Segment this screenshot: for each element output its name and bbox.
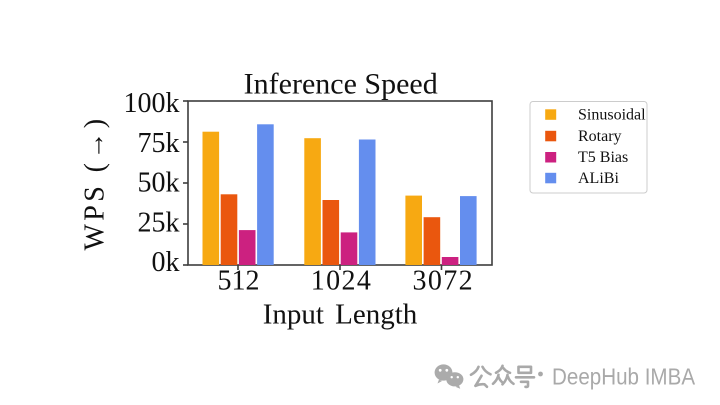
svg-text:75k: 75k bbox=[138, 128, 180, 159]
svg-text:50k: 50k bbox=[138, 168, 180, 199]
svg-text:1024: 1024 bbox=[311, 266, 373, 297]
svg-text:Sinusoidal: Sinusoidal bbox=[578, 107, 646, 124]
svg-text:3072: 3072 bbox=[412, 266, 474, 297]
svg-text:25k: 25k bbox=[138, 207, 180, 238]
svg-text:Rotary: Rotary bbox=[578, 128, 622, 145]
svg-text:ALiBi: ALiBi bbox=[578, 170, 619, 187]
svg-text:0k: 0k bbox=[152, 247, 180, 278]
svg-text:DeepHub IMBA: DeepHub IMBA bbox=[552, 363, 695, 389]
svg-text:T5 Bias: T5 Bias bbox=[578, 149, 628, 166]
svg-text:Inference Speed: Inference Speed bbox=[244, 68, 438, 101]
svg-text:WPS (→): WPS (→) bbox=[80, 115, 111, 250]
svg-text:100k: 100k bbox=[124, 88, 180, 119]
svg-text:512: 512 bbox=[218, 266, 260, 297]
svg-text:Input Length: Input Length bbox=[263, 299, 418, 331]
